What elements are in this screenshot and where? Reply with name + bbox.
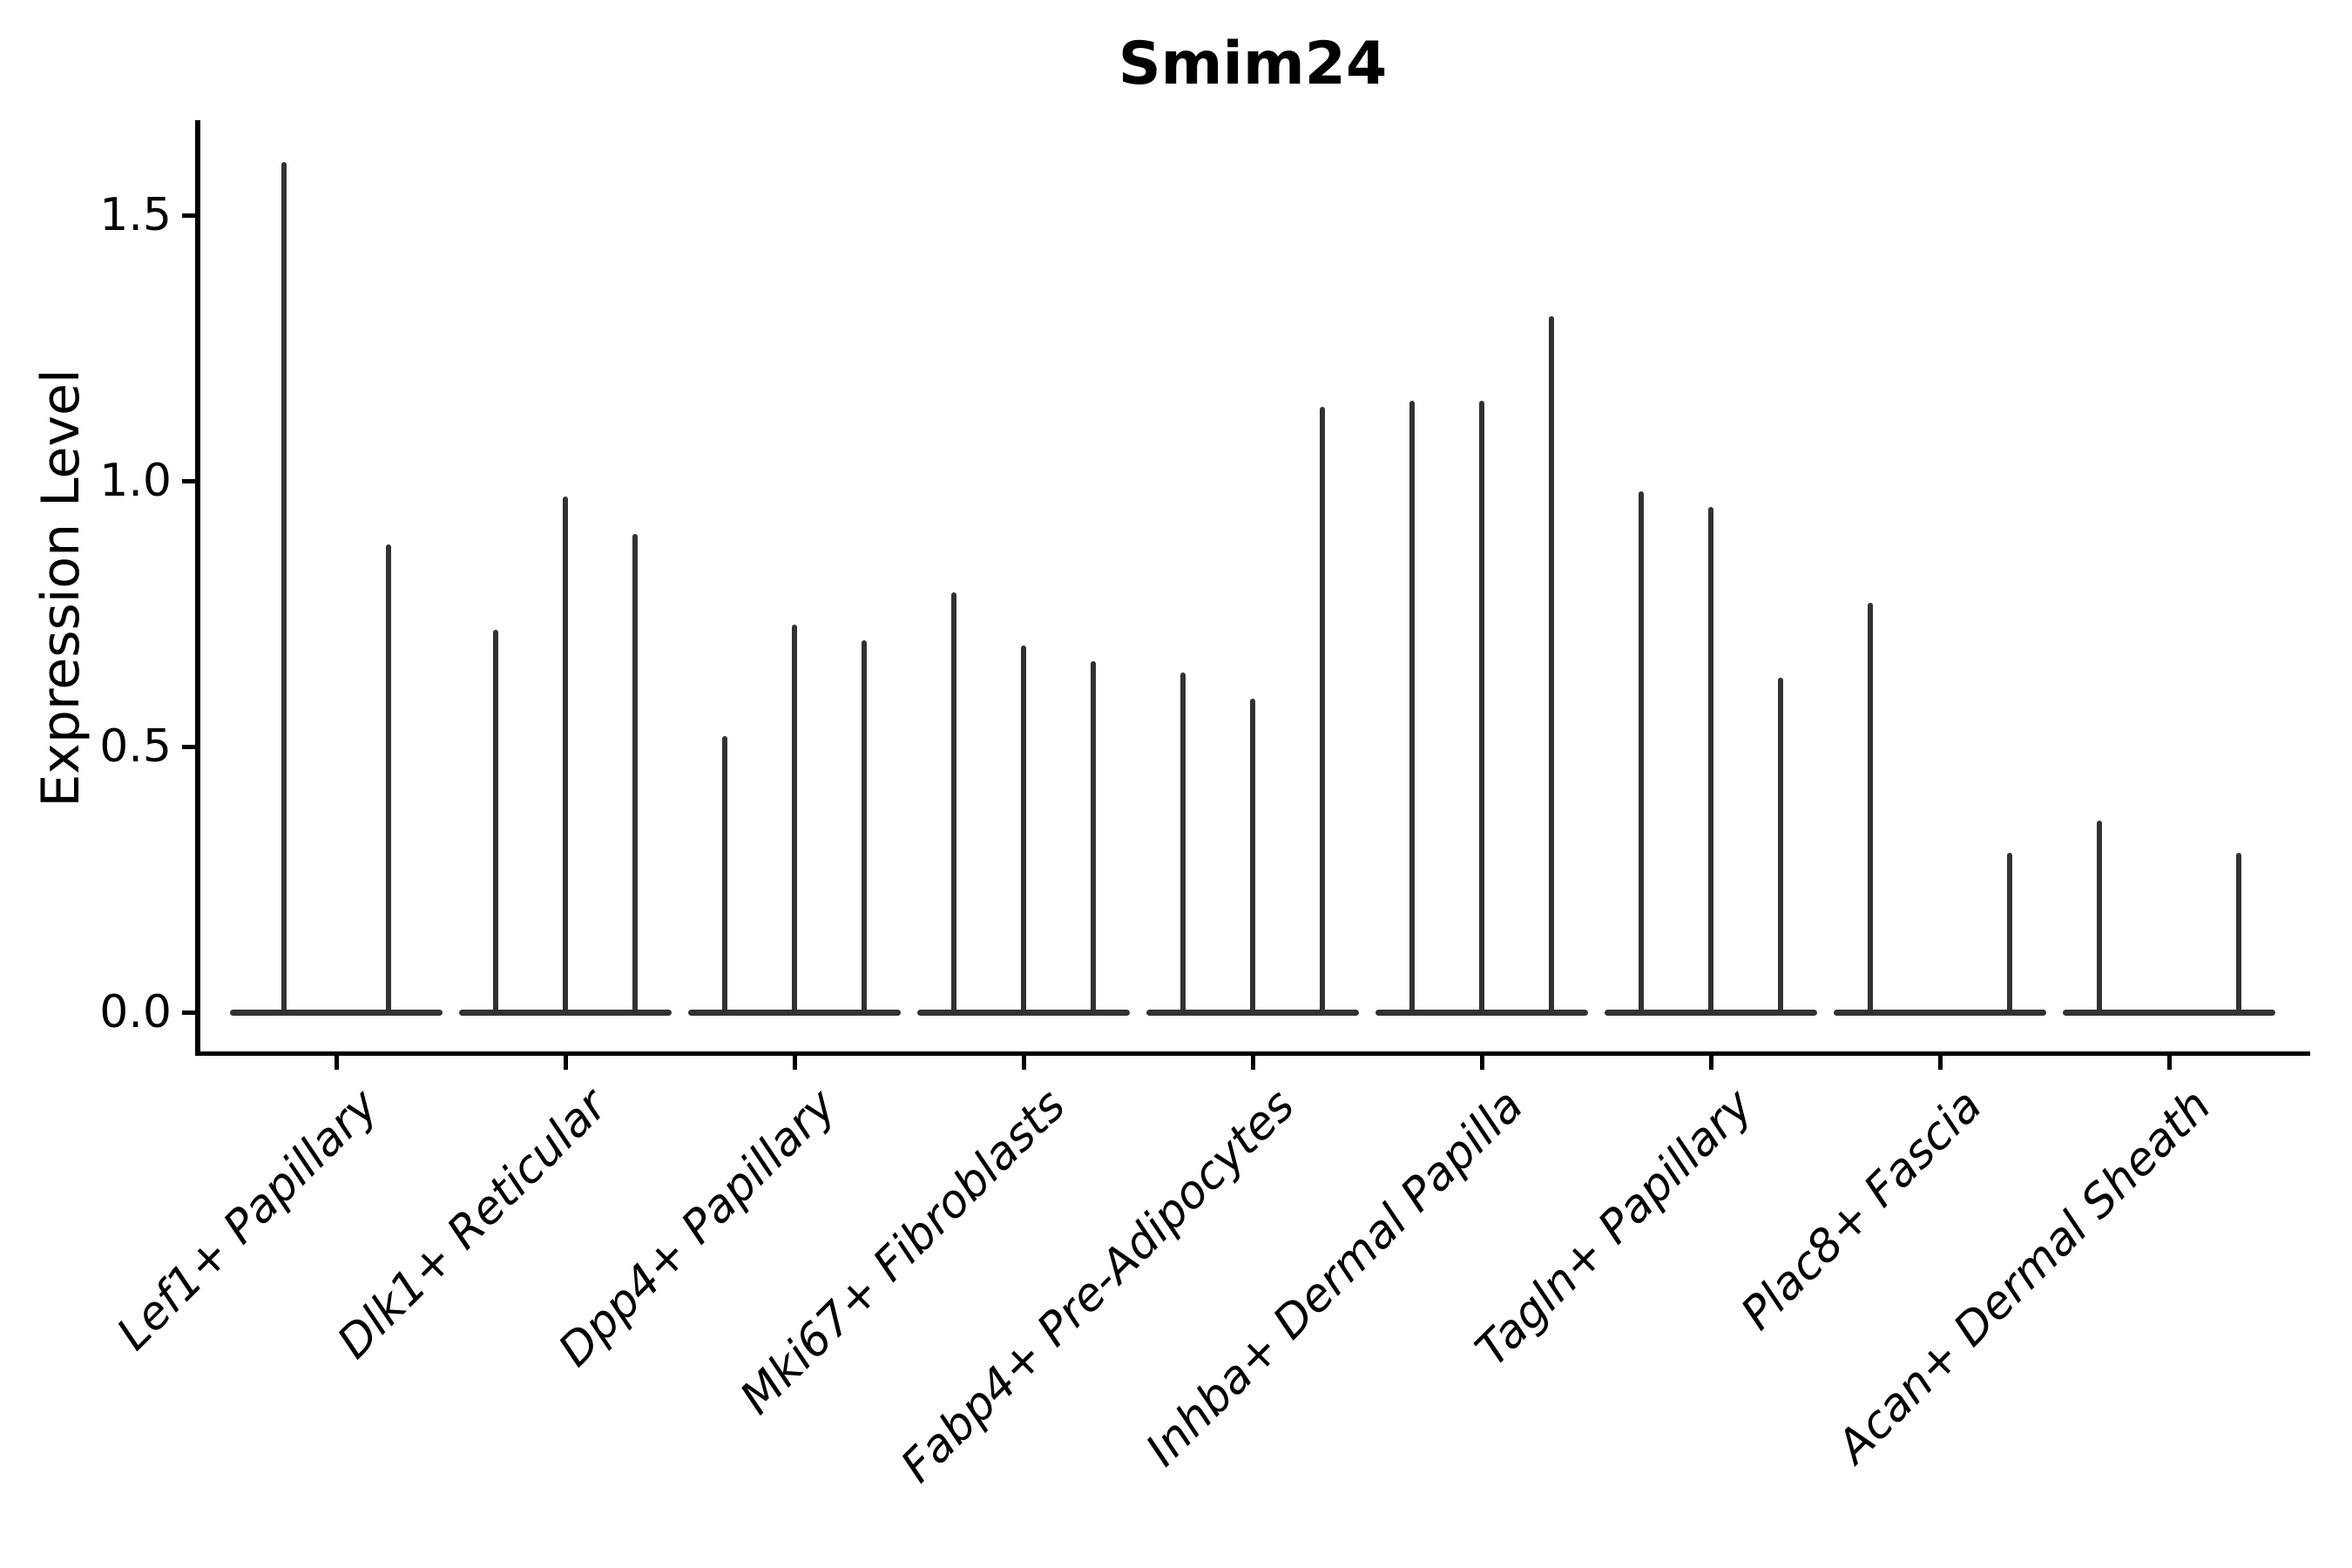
y-tick-label: 1.0 (99, 455, 172, 507)
violin-spike (1639, 491, 1644, 1015)
violin-spike (1180, 672, 1186, 1015)
x-tick-mark (564, 1056, 568, 1070)
x-tick-mark (1480, 1056, 1484, 1070)
violin-spike (2236, 853, 2241, 1015)
violin-spike (2007, 853, 2012, 1015)
x-tick-label: Acan+ Dermal Sheath (1827, 1079, 2221, 1474)
x-tick-mark (793, 1056, 797, 1070)
x-tick-mark (1709, 1056, 1713, 1070)
y-tick-label: 0.5 (99, 720, 172, 773)
violin-spike (1320, 407, 1325, 1015)
violin-spike (1409, 401, 1415, 1015)
violin-base (230, 1010, 443, 1016)
x-tick-mark (1938, 1056, 1943, 1070)
violin-base (2063, 1010, 2275, 1016)
y-tick-mark (182, 213, 195, 218)
y-tick-label: 1.5 (99, 189, 172, 241)
x-tick-mark (335, 1056, 339, 1070)
violin-spike (632, 534, 638, 1015)
violin-spike (1021, 645, 1026, 1015)
x-tick-mark (1251, 1056, 1255, 1070)
violin-spike (1549, 316, 1554, 1015)
x-tick-label: Fabp4+ Pre-Adipocytes (891, 1079, 1305, 1493)
violin-spike (862, 640, 867, 1015)
chart-title: Smim24 (1118, 30, 1388, 98)
violin-spike (951, 592, 956, 1015)
y-tick-mark (182, 1010, 195, 1015)
violin-spike (1708, 507, 1713, 1015)
violin-spike (1250, 699, 1255, 1015)
y-tick-mark (182, 479, 195, 483)
x-axis-spine (195, 1051, 2310, 1056)
violin-spike (792, 625, 797, 1015)
violin-spike (281, 162, 287, 1015)
y-axis-label: Expression Level (30, 368, 91, 808)
violin-spike (1868, 603, 1873, 1015)
y-axis-spine (195, 120, 200, 1056)
y-tick-mark (182, 745, 195, 749)
x-tick-mark (1022, 1056, 1026, 1070)
violin-spike (1091, 661, 1096, 1015)
x-tick-label: Inhba+ Dermal Papilla (1136, 1079, 1534, 1477)
violin-spike (386, 544, 391, 1015)
violin-spike (722, 736, 727, 1015)
violin-base (1834, 1010, 2046, 1016)
violin-spike (2097, 821, 2102, 1015)
violin-spike (1479, 401, 1484, 1015)
x-tick-label: Plac8+ Fascia (1731, 1079, 1992, 1341)
y-tick-label: 0.0 (99, 986, 172, 1038)
violin-spike (1778, 678, 1783, 1015)
violin-spike (493, 630, 498, 1015)
violin-spike (563, 497, 568, 1015)
x-tick-mark (2167, 1056, 2172, 1070)
